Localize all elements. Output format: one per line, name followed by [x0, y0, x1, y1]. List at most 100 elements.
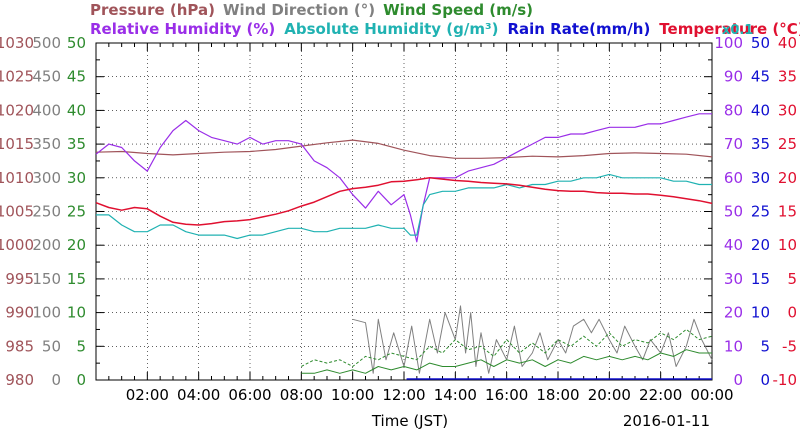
series-line-relative-humidity [95, 113, 712, 243]
temperature-tick-label: 20 [778, 169, 797, 187]
series-line-wind-speed-max-m-s [301, 328, 713, 367]
x-tick-label: 02:00 [126, 386, 169, 404]
temperature-tick-label: 5 [787, 270, 797, 288]
wind-speed-tick-label: 40 [67, 101, 86, 119]
wind-speed-tick-label: 35 [67, 135, 86, 153]
relative-humidity-tick-label: 100 [714, 34, 743, 52]
relative-humidity-tick-label: 20 [724, 304, 743, 322]
x-axis: 02:00 04:00 06:00 08:00 10:00 12:00 14:00 16:00… [126, 386, 734, 404]
legend-entry: Pressure (hPa) [90, 1, 215, 19]
rain-rate-tick-label: 5 [760, 337, 770, 355]
chart-date: 2016-01-11 [623, 412, 710, 430]
pressure-tick-label: 980 [5, 371, 34, 389]
temperature-tick-label: 30 [778, 101, 797, 119]
pressure-tick-label: 990 [5, 304, 34, 322]
wind-direction-tick-label: 300 [32, 169, 61, 187]
pressure-tick-label: 1010 [0, 169, 34, 187]
x-tick-label: 20:00 [588, 386, 631, 404]
relative-humidity-tick-label: 70 [724, 135, 743, 153]
wind-direction-tick-label: 250 [32, 203, 61, 221]
rain-rate-tick-label: 20 [751, 236, 770, 254]
series-line-absolute-humidity-g-m-x0-1 [96, 173, 712, 240]
rain-rate-tick-label: 15 [751, 270, 770, 288]
rain-rate-tick-label: 45 [751, 68, 770, 86]
temperature-tick-label: 0 [787, 304, 797, 322]
series-line-pressure-hpa [95, 139, 713, 159]
wind-direction-tick-label: 200 [32, 236, 61, 254]
x-tick-label: 16:00 [485, 386, 528, 404]
wind-direction-tick-label: 350 [32, 135, 61, 153]
temperature-tick-label: 35 [778, 68, 797, 86]
temperature-tick-label: 25 [778, 135, 797, 153]
pressure-tick-label: 1005 [0, 203, 34, 221]
temperature-tick-label: 40 [778, 34, 797, 52]
y-axes: 1030102510201015101010051000995990985980… [0, 34, 797, 389]
pressure-tick-label: 1025 [0, 68, 34, 86]
relative-humidity-tick-label: 0 [733, 371, 743, 389]
chart-legend: Pressure (hPa) Wind Direction (°) Wind Spe… [90, 1, 800, 38]
rain-rate-tick-label: 25 [751, 203, 770, 221]
legend-entry: Temperature (°C) [659, 20, 800, 38]
temperature-tick-label: -5 [782, 337, 797, 355]
pressure-tick-label: 995 [5, 270, 34, 288]
wind-direction-tick-label: 500 [32, 34, 61, 52]
x-tick-label: 00:00 [690, 386, 733, 404]
x-tick-label: 18:00 [536, 386, 579, 404]
wind-speed-tick-label: 10 [67, 304, 86, 322]
wind-speed-tick-label: 25 [67, 203, 86, 221]
rain-rate-tick-label: 50 [751, 34, 770, 52]
relative-humidity-tick-label: 30 [724, 270, 743, 288]
legend-entry: Rain Rate(mm/h) [507, 20, 650, 38]
plot-series [95, 113, 713, 380]
wind-speed-tick-label: 30 [67, 169, 86, 187]
x-tick-label: 06:00 [228, 386, 271, 404]
rain-rate-tick-label: 10 [751, 304, 770, 322]
x-tick-label: 10:00 [331, 386, 374, 404]
legend-entry: Wind Speed (m/s) [383, 1, 533, 19]
wind-direction-tick-label: 50 [42, 337, 61, 355]
pressure-tick-label: 1030 [0, 34, 34, 52]
wind-direction-tick-label: 100 [32, 304, 61, 322]
wind-direction-tick-label: 150 [32, 270, 61, 288]
series-line-temperature-c [95, 177, 713, 226]
wind-direction-tick-label: 450 [32, 68, 61, 86]
wind-speed-tick-label: 20 [67, 236, 86, 254]
plot-grid [96, 42, 712, 381]
pressure-tick-label: 985 [5, 337, 34, 355]
x-tick-label: 04:00 [177, 386, 220, 404]
series-line-wind-direction [352, 305, 713, 374]
wind-speed-tick-label: 0 [76, 371, 86, 389]
pressure-tick-label: 1015 [0, 135, 34, 153]
wind-speed-tick-label: 50 [67, 34, 86, 52]
series-line-wind-speed-m-s [301, 349, 712, 374]
temperature-tick-label: 10 [778, 236, 797, 254]
pressure-tick-label: 1000 [0, 236, 34, 254]
x-tick-label: 08:00 [280, 386, 323, 404]
relative-humidity-tick-label: 60 [724, 169, 743, 187]
legend-entry: Wind Direction (°) [223, 1, 375, 19]
wind-direction-tick-label: 0 [51, 371, 61, 389]
wind-speed-tick-label: 45 [67, 68, 86, 86]
relative-humidity-tick-label: 80 [724, 101, 743, 119]
temperature-tick-label: 15 [778, 203, 797, 221]
relative-humidity-tick-label: 40 [724, 236, 743, 254]
x-tick-label: 12:00 [382, 386, 425, 404]
rain-rate-tick-label: 0 [760, 371, 770, 389]
relative-humidity-tick-label: 50 [724, 203, 743, 221]
wind-speed-tick-label: 5 [76, 337, 86, 355]
x-axis-label: Time (JST) [371, 412, 448, 430]
legend-entry: Absolute Humidity (g/m³) [284, 20, 498, 38]
relative-humidity-tick-label: 90 [724, 68, 743, 86]
relative-humidity-tick-label: 10 [724, 337, 743, 355]
rain-rate-tick-label: 40 [751, 101, 770, 119]
legend-scale-note: x0.1 [722, 23, 753, 38]
x-tick-label: 22:00 [639, 386, 682, 404]
x-tick-label: 14:00 [434, 386, 477, 404]
pressure-tick-label: 1020 [0, 101, 34, 119]
wind-speed-tick-label: 15 [67, 270, 86, 288]
temperature-tick-label: -10 [773, 371, 798, 389]
rain-rate-tick-label: 35 [751, 135, 770, 153]
rain-rate-tick-label: 30 [751, 169, 770, 187]
legend-entry: Relative Humidity (%) [90, 20, 275, 38]
